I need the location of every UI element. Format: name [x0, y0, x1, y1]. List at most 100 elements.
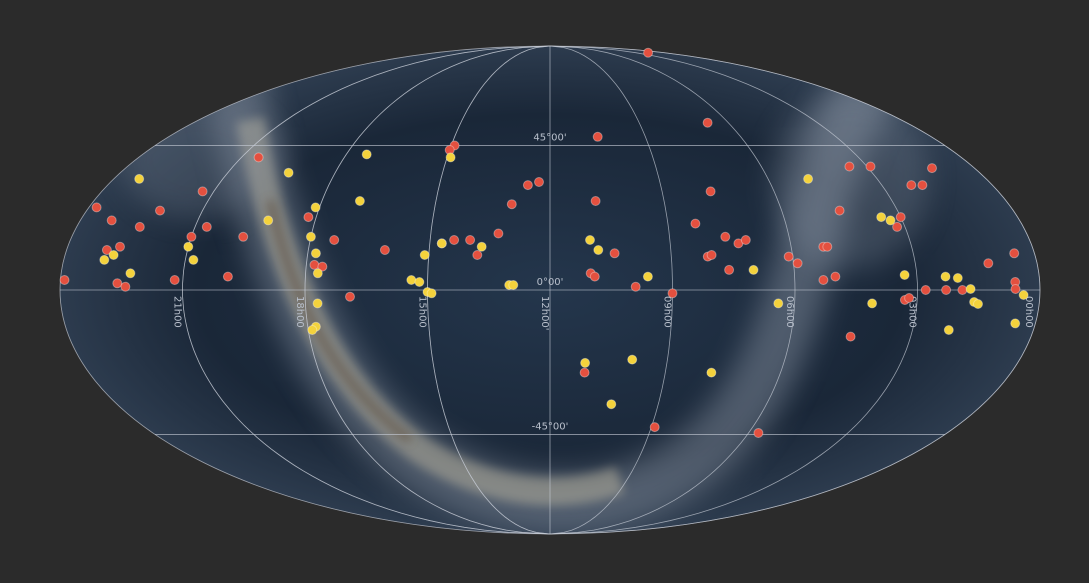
marker: [419, 250, 430, 260]
marker: [904, 293, 915, 303]
ra-label: 21h00: [172, 296, 183, 328]
marker: [101, 245, 112, 255]
marker: [91, 202, 102, 213]
marker: [892, 221, 903, 232]
marker: [108, 250, 119, 260]
marker: [493, 228, 504, 239]
marker: [112, 278, 123, 289]
markers: [59, 47, 1029, 438]
marker: [106, 215, 117, 226]
marker: [803, 173, 814, 184]
marker: [465, 235, 476, 245]
marker: [606, 399, 617, 410]
marker: [263, 215, 274, 226]
marker: [534, 177, 544, 187]
marker: [643, 47, 654, 58]
milky-way: [120, 46, 930, 533]
marker: [426, 288, 437, 299]
marker: [310, 202, 321, 213]
ra-label: 00h00: [1023, 296, 1034, 328]
marker: [702, 117, 713, 128]
marker: [667, 288, 678, 299]
marker: [476, 241, 487, 252]
marker: [188, 254, 199, 265]
marker: [965, 284, 976, 294]
marker: [834, 205, 845, 216]
marker: [115, 241, 125, 252]
dec-label: -45°00': [532, 421, 569, 432]
marker: [917, 180, 928, 191]
marker: [169, 275, 180, 285]
marker: [303, 212, 314, 223]
marker: [822, 241, 833, 252]
marker: [312, 268, 323, 279]
marker: [720, 231, 731, 242]
marker: [590, 196, 601, 206]
marker: [201, 221, 212, 232]
marker: [941, 285, 952, 295]
marker: [593, 245, 604, 255]
marker: [59, 275, 70, 285]
marker: [414, 277, 425, 287]
marker: [134, 221, 145, 232]
marker: [522, 180, 533, 191]
marker: [305, 231, 316, 242]
marker: [120, 281, 131, 292]
marker: [705, 186, 716, 197]
marker: [1010, 284, 1021, 294]
marker: [899, 270, 910, 280]
marker: [317, 261, 328, 272]
marker: [222, 271, 233, 282]
marker: [197, 186, 208, 197]
map-outline: [59, 45, 1041, 535]
marker: [867, 298, 878, 309]
ra-label: 12h00': [539, 296, 550, 331]
marker: [940, 271, 951, 282]
marker: [309, 259, 320, 270]
marker: [445, 152, 456, 163]
marker: [642, 271, 653, 282]
ra-label: 15h00: [417, 296, 428, 328]
marker: [345, 291, 355, 302]
marker: [406, 275, 417, 285]
marker: [125, 268, 136, 279]
marker: [312, 298, 323, 309]
marker: [283, 167, 294, 178]
marker: [876, 212, 887, 223]
marker: [895, 212, 906, 223]
marker: [592, 131, 603, 142]
marker: [310, 248, 321, 259]
marker: [973, 299, 983, 309]
dec-label: 0°00': [537, 277, 564, 288]
marker: [690, 218, 701, 229]
marker: [329, 235, 340, 245]
ra-label: 09h00: [662, 296, 673, 328]
marker: [508, 280, 519, 290]
marker: [585, 235, 595, 245]
marker: [354, 196, 365, 206]
ra-label: 18h00: [294, 296, 305, 328]
marker: [579, 367, 590, 378]
marker: [783, 251, 794, 262]
marker: [186, 231, 197, 242]
marker: [183, 241, 194, 252]
marker: [1010, 318, 1021, 329]
marker: [748, 264, 759, 275]
marker: [580, 357, 591, 368]
marker: [845, 331, 856, 342]
marker: [792, 258, 803, 269]
graticule-labels: 21h00 18h00 15h00 12h00' 09h00 06h00 03h00 00h0…: [172, 133, 1035, 433]
marker: [472, 250, 483, 260]
dec-label: 45°00': [533, 133, 566, 144]
marker: [589, 271, 600, 282]
marker: [155, 205, 165, 216]
marker: [885, 215, 896, 226]
marker: [753, 428, 764, 438]
marker: [609, 248, 620, 259]
marker: [506, 199, 517, 210]
marker: [830, 271, 841, 282]
marker: [773, 298, 784, 309]
ra-label: 06h00: [784, 296, 795, 328]
